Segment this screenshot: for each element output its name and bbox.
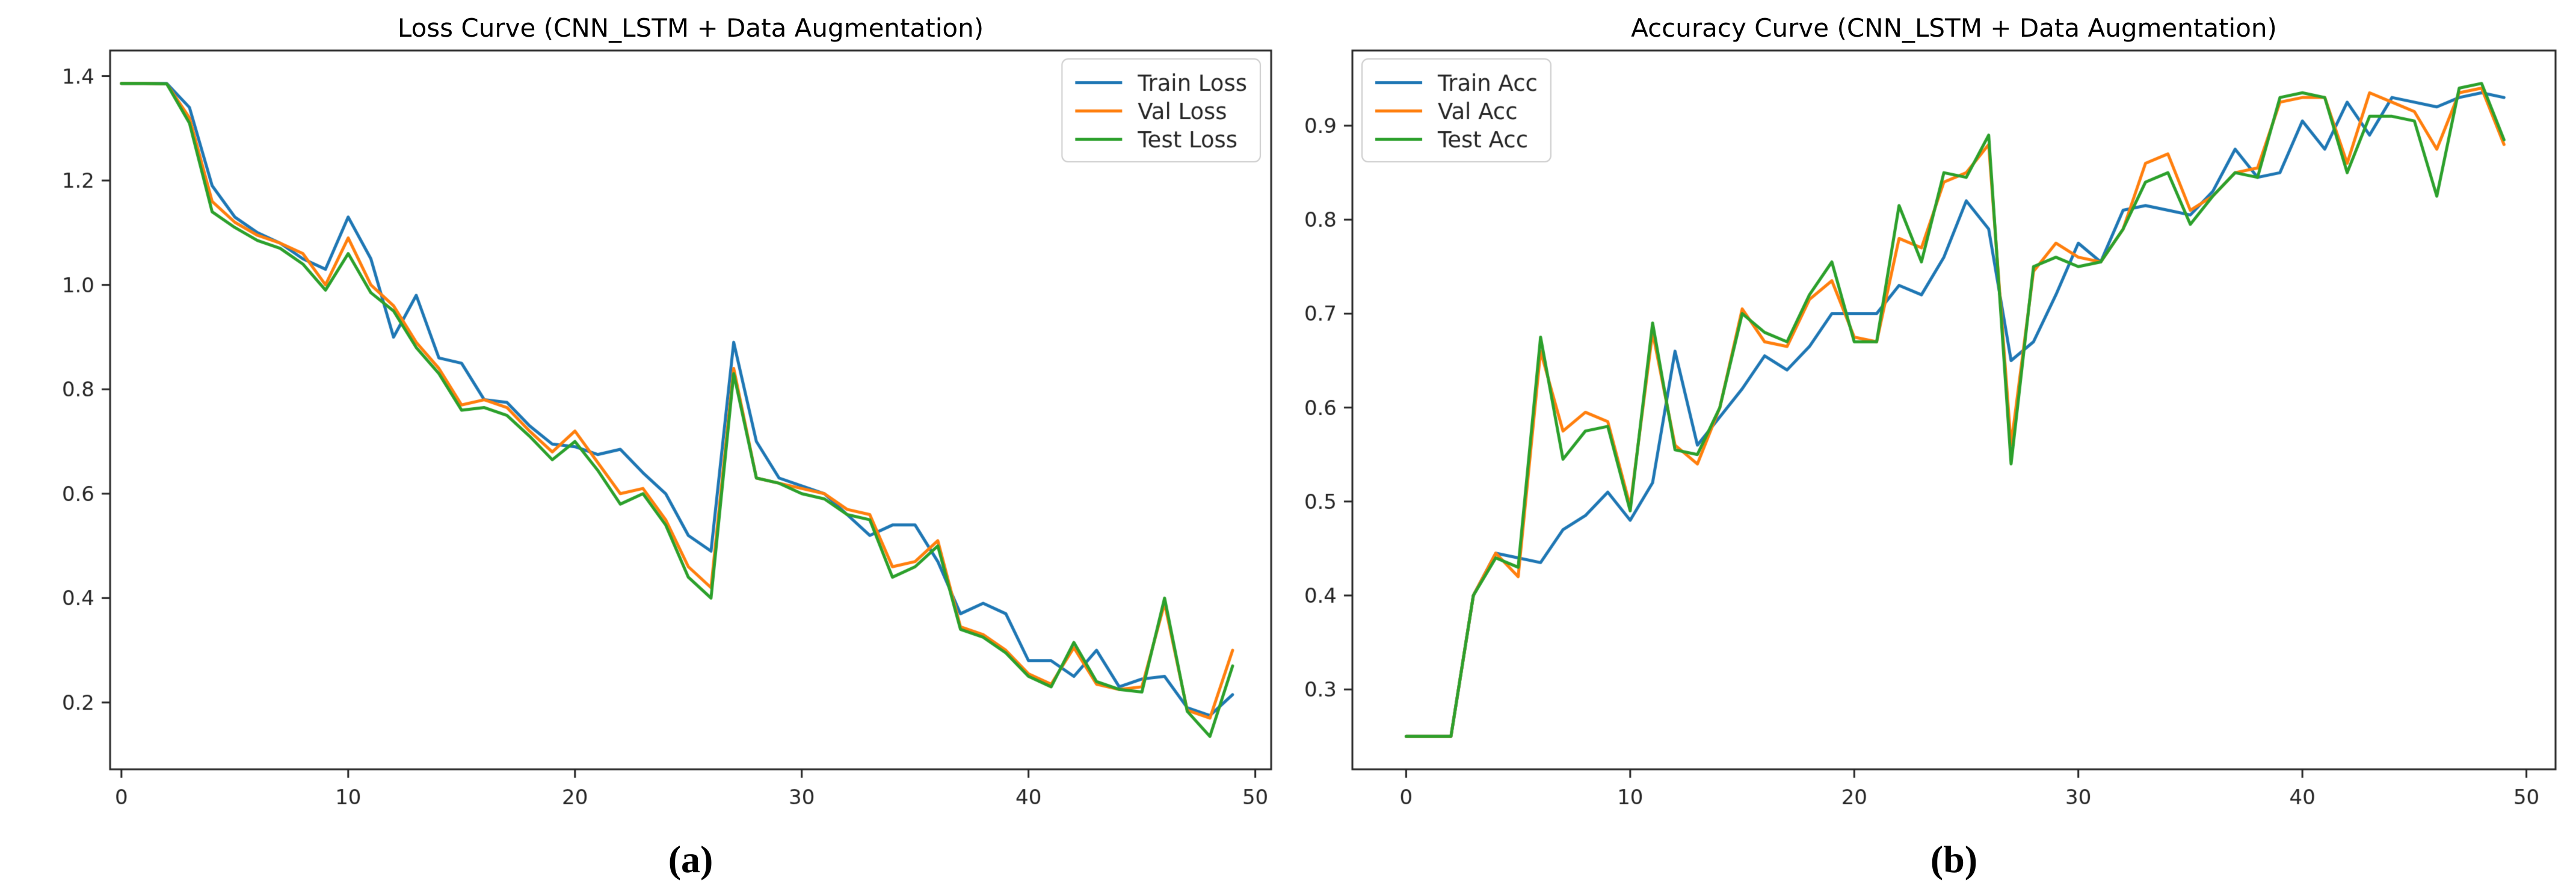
accuracy-chart-canvas: [1288, 0, 2576, 892]
subfigure-caption-b: (b): [1930, 838, 1978, 881]
loss-chart-canvas: [0, 0, 1288, 892]
subfigure-caption-a: (a): [668, 838, 713, 881]
accuracy-chart-title: Accuracy Curve (CNN_LSTM + Data Augmenta…: [1631, 13, 2277, 43]
loss-chart-title: Loss Curve (CNN_LSTM + Data Augmentation…: [397, 13, 984, 43]
